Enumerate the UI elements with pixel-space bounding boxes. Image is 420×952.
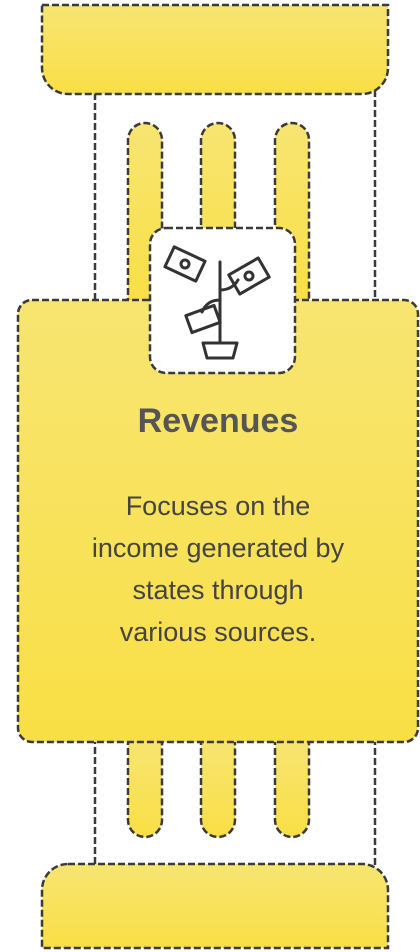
description-line: states through bbox=[132, 575, 303, 605]
bottom-base bbox=[40, 862, 390, 950]
description-line: Focuses on the bbox=[126, 491, 311, 521]
card-description: Focuses on the income generated by states … bbox=[92, 491, 345, 647]
money-plant-icon bbox=[163, 245, 271, 360]
icon-box bbox=[148, 226, 297, 375]
card-title: Revenues bbox=[138, 402, 299, 440]
lower-flutes bbox=[126, 736, 311, 839]
top-cap bbox=[40, 3, 390, 96]
description-line: various sources. bbox=[120, 617, 317, 647]
description-line: income generated by bbox=[92, 533, 345, 563]
